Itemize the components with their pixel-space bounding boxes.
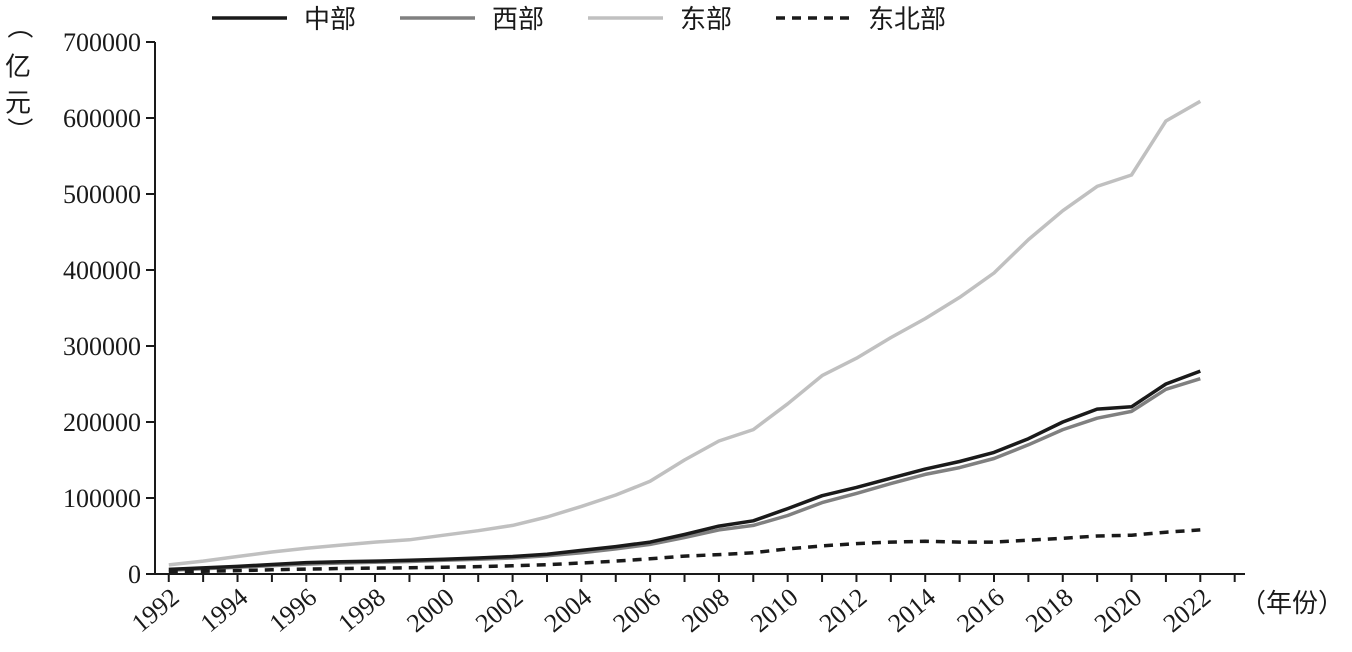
series-line [168, 99, 1202, 567]
x-tick-label: 2022 [1158, 582, 1216, 638]
x-tick-label: 2016 [951, 582, 1009, 638]
x-tick-label: 2008 [676, 582, 734, 638]
y-tick-label: 600000 [63, 104, 141, 133]
legend-label: 东部 [680, 5, 732, 35]
y-tick-label: 100000 [63, 484, 141, 513]
y-tick-label: 200000 [63, 408, 141, 437]
y-axis-unit: （ 亿元） [4, 13, 34, 143]
x-tick-label: 2012 [814, 582, 872, 638]
series-line [168, 369, 1201, 572]
series-line [168, 377, 1201, 572]
x-tick-label: 2018 [1020, 582, 1078, 638]
x-tick-label: 2006 [608, 582, 666, 638]
x-tick-label: 2014 [883, 582, 941, 638]
legend-label: 西部 [492, 5, 544, 35]
y-tick-label: 400000 [63, 256, 141, 285]
x-tick-label: 2020 [1089, 582, 1147, 638]
series-lines [168, 99, 1202, 574]
y-tick-label: 300000 [63, 332, 141, 361]
y-unit-char: 元 [5, 89, 31, 119]
x-tick-label: 2010 [745, 582, 803, 638]
y-tick-label: 700000 [63, 28, 141, 57]
x-axis-ticks: 1992 1994 1996 1998 2000 2002 2004 2006 2008 2010… [126, 574, 1236, 638]
x-tick-label: 1992 [126, 582, 184, 638]
y-tick-label: 500000 [63, 180, 141, 209]
x-axis-unit: （年份） [1240, 589, 1344, 619]
series-line [168, 528, 1201, 574]
legend-label: 中部 [304, 5, 356, 35]
y-unit-char: 亿 [5, 53, 31, 83]
legend-label: 东北部 [868, 5, 946, 35]
y-tick-label: 0 [128, 560, 141, 589]
x-tick-label: 1994 [195, 582, 253, 638]
x-tick-label: 2000 [401, 582, 459, 638]
y-unit-char: ） [4, 117, 34, 143]
y-unit-char: （ [4, 13, 34, 39]
y-axis-ticks: 0 100000 200000 300000 400000 500000 600000 700… [63, 28, 155, 589]
x-tick-label: 2002 [470, 582, 528, 638]
x-tick-label: 2004 [539, 582, 597, 638]
legend: 中部 西部 东部 东北部 [212, 5, 946, 35]
x-tick-label: 1998 [332, 582, 390, 638]
x-tick-label: 1996 [264, 582, 322, 638]
chart-axes [154, 42, 1245, 575]
